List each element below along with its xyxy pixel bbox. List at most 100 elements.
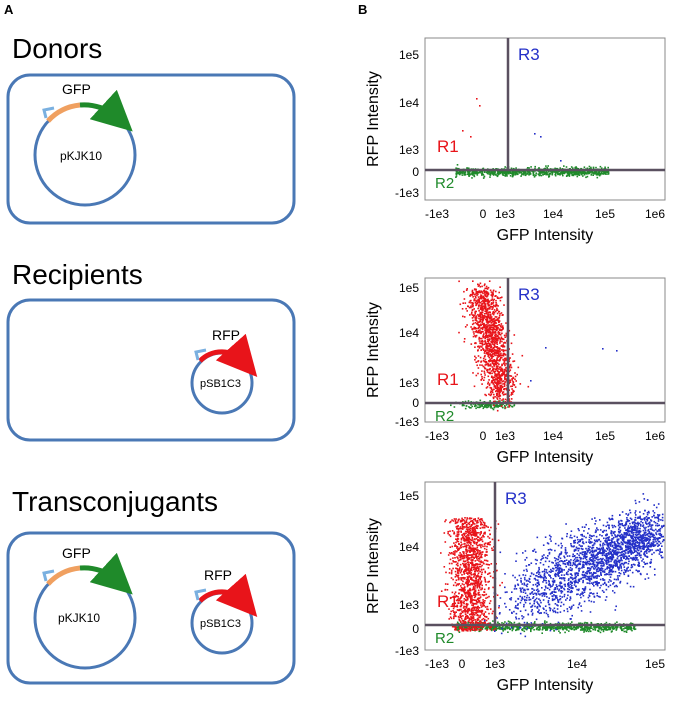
- data-point: [475, 621, 477, 624]
- data-point: [496, 352, 498, 355]
- data-point: [508, 329, 511, 332]
- data-point: [528, 626, 531, 628]
- data-point: [472, 604, 474, 606]
- data-point: [469, 621, 471, 624]
- data-point: [486, 345, 489, 348]
- data-point: [579, 629, 582, 631]
- data-point: [489, 371, 491, 374]
- data-point: [498, 613, 501, 615]
- data-point: [481, 321, 484, 324]
- data-point: [463, 610, 465, 612]
- data-point: [476, 291, 478, 293]
- data-point: [489, 363, 492, 365]
- data-point: [559, 167, 561, 169]
- data-point: [462, 576, 465, 579]
- data-point: [447, 530, 449, 533]
- data-point: [449, 597, 452, 600]
- data-point: [593, 172, 595, 175]
- data-point: [472, 587, 475, 589]
- data-point: [586, 627, 588, 630]
- data-point: [472, 523, 475, 525]
- data-point: [464, 593, 466, 595]
- data-point: [483, 325, 485, 327]
- data-point: [504, 369, 506, 371]
- data-point: [624, 627, 626, 629]
- data-point: [457, 626, 460, 628]
- data-point: [600, 172, 603, 175]
- data-point: [469, 520, 472, 523]
- data-point: [488, 383, 491, 385]
- data-point: [472, 579, 474, 582]
- data-point: [465, 545, 468, 548]
- data-point: [484, 554, 486, 556]
- data-point: [467, 576, 469, 579]
- data-point: [460, 589, 463, 592]
- data-point: [499, 374, 502, 377]
- data-point: [474, 295, 477, 298]
- data-point: [480, 379, 482, 381]
- data-point: [478, 305, 480, 308]
- data-point: [590, 625, 592, 628]
- data-point: [493, 309, 496, 311]
- data-point: [501, 368, 503, 371]
- data-point: [487, 588, 490, 590]
- data-point: [489, 318, 492, 320]
- data-point: [490, 626, 492, 628]
- data-point: [473, 523, 476, 525]
- data-point: [475, 330, 478, 332]
- data-point: [463, 578, 465, 580]
- data-point: [481, 383, 483, 385]
- data-point: [480, 568, 483, 571]
- data-point: [491, 407, 494, 410]
- data-point: [464, 540, 466, 542]
- data-point: [468, 609, 471, 612]
- data-point: [492, 369, 494, 372]
- data-point: [454, 519, 457, 522]
- data-point: [467, 526, 470, 529]
- data-point: [472, 585, 475, 588]
- data-point: [500, 379, 502, 381]
- data-point: [466, 608, 469, 611]
- data-point: [468, 521, 471, 524]
- data-point: [480, 313, 483, 315]
- data-point: [482, 319, 484, 322]
- data-point: [527, 385, 530, 388]
- data-point: [483, 372, 486, 374]
- data-point: [577, 172, 580, 174]
- data-point: [464, 563, 467, 566]
- data-point: [462, 536, 464, 538]
- data-point: [490, 563, 493, 565]
- data-point: [488, 334, 491, 337]
- data-point: [477, 575, 479, 578]
- data-point: [486, 172, 489, 175]
- data-point: [471, 174, 474, 176]
- data-point: [486, 560, 489, 562]
- data-point: [496, 172, 499, 175]
- data-point: [488, 393, 490, 396]
- data-point: [504, 357, 507, 360]
- data-point: [489, 173, 492, 176]
- data-point: [482, 626, 484, 629]
- data-point: [479, 405, 481, 408]
- data-point: [466, 310, 468, 312]
- data-point: [452, 605, 455, 607]
- data-point: [468, 619, 471, 621]
- data-point: [481, 309, 483, 311]
- data-point: [563, 165, 565, 167]
- data-point: [495, 365, 498, 368]
- data-point: [454, 545, 456, 547]
- data-point: [484, 354, 486, 357]
- data-point: [501, 364, 503, 367]
- data-point: [465, 595, 467, 598]
- data-point: [470, 557, 473, 559]
- data-point: [496, 405, 498, 407]
- data-point: [480, 305, 482, 308]
- data-point: [480, 531, 482, 533]
- data-point: [487, 336, 489, 338]
- data-point: [464, 174, 467, 176]
- data-point: [473, 530, 476, 533]
- data-point: [596, 176, 599, 179]
- transconjugant-rfp-gene: [198, 573, 258, 617]
- data-point: [452, 567, 454, 570]
- data-point: [487, 293, 489, 296]
